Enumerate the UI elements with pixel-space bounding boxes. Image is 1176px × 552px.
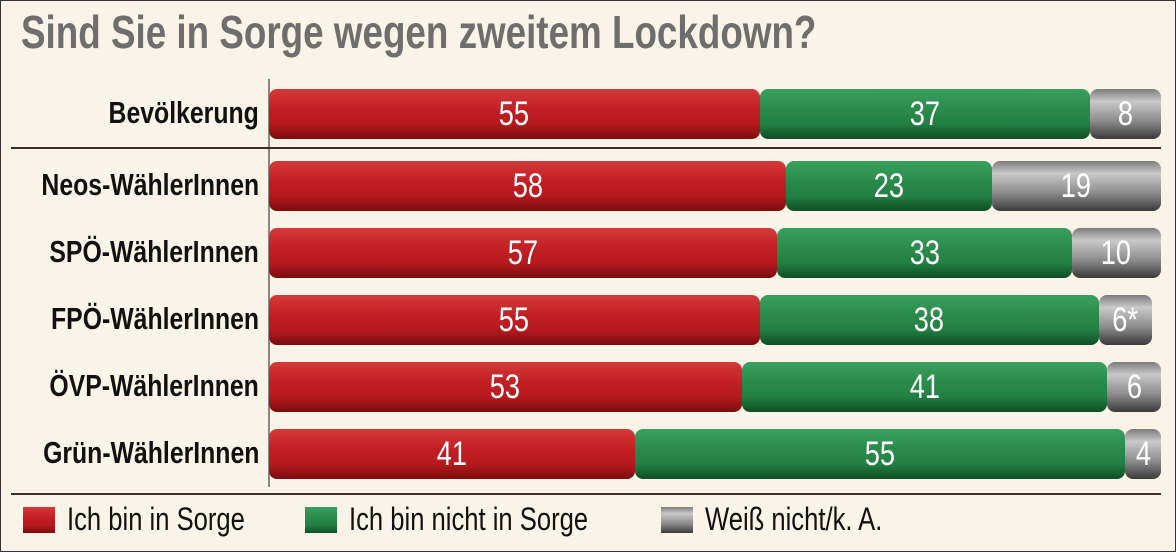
bar-segment: 37 bbox=[759, 89, 1090, 139]
bar-segment: 19 bbox=[991, 161, 1161, 211]
data-label: 8 bbox=[1117, 94, 1133, 133]
chart-title: Sind Sie in Sorge wegen zweitem Lockdown… bbox=[21, 5, 1015, 59]
data-label: 55 bbox=[499, 300, 530, 339]
bar-segment: 4 bbox=[1125, 429, 1161, 479]
divider-bottom bbox=[11, 493, 1161, 495]
data-label: 4 bbox=[1135, 434, 1151, 473]
legend-label: Ich bin nicht in Sorge bbox=[349, 501, 589, 537]
data-label: 37 bbox=[909, 94, 940, 133]
data-label: 53 bbox=[490, 367, 521, 406]
data-label: 38 bbox=[913, 300, 945, 339]
bar-segment: 33 bbox=[777, 228, 1072, 278]
title-text: Sind Sie in Sorge wegen zweitem Lockdown… bbox=[21, 6, 817, 58]
axis-line bbox=[268, 79, 270, 487]
bar-segment: 58 bbox=[269, 161, 787, 211]
category-label: Bevölkerung bbox=[108, 95, 259, 130]
data-label: 41 bbox=[909, 367, 940, 406]
bar-segment: 55 bbox=[634, 429, 1126, 479]
data-label: 58 bbox=[512, 166, 543, 205]
category-label: Neos-WählerInnen bbox=[41, 167, 259, 202]
data-label: 41 bbox=[436, 434, 467, 473]
data-label: 19 bbox=[1061, 166, 1092, 205]
legend-item: Weiß nicht/k. A. bbox=[661, 501, 927, 538]
bar-segment: 23 bbox=[786, 161, 992, 211]
legend-swatch bbox=[305, 506, 337, 533]
legend-item: Ich bin nicht in Sorge bbox=[305, 501, 648, 538]
legend-swatch bbox=[23, 506, 55, 533]
data-label: 23 bbox=[873, 166, 905, 205]
data-label: 57 bbox=[508, 233, 539, 272]
bar-segment: 55 bbox=[269, 295, 760, 345]
divider bbox=[11, 147, 1161, 149]
category-label: Grün-WählerInnen bbox=[42, 435, 259, 470]
bar-segment: 8 bbox=[1089, 89, 1161, 139]
bar-segment: 38 bbox=[759, 295, 1099, 345]
legend-label: Ich bin in Sorge bbox=[67, 501, 245, 537]
category-label: SPÖ-WählerInnen bbox=[49, 234, 259, 269]
data-label: 55 bbox=[499, 94, 530, 133]
data-label: 55 bbox=[864, 434, 896, 473]
bar-segment: 55 bbox=[269, 89, 760, 139]
bar-segment: 41 bbox=[269, 429, 635, 479]
legend-swatch bbox=[661, 506, 693, 533]
category-label: ÖVP-WählerInnen bbox=[49, 368, 259, 403]
legend-item: Ich bin in Sorge bbox=[23, 501, 289, 538]
category-label: FPÖ-WählerInnen bbox=[50, 301, 259, 336]
data-label: 10 bbox=[1101, 233, 1132, 272]
bar-segment: 41 bbox=[741, 362, 1108, 412]
data-label: 33 bbox=[909, 233, 940, 272]
bar-segment: 6 bbox=[1107, 362, 1161, 412]
legend-label: Weiß nicht/k. A. bbox=[705, 501, 883, 537]
data-label: 6* bbox=[1112, 300, 1139, 339]
bar-segment: 10 bbox=[1071, 228, 1161, 278]
bar-segment: 6* bbox=[1098, 295, 1153, 345]
bar-segment: 57 bbox=[269, 228, 778, 278]
bar-segment: 53 bbox=[269, 362, 742, 412]
data-label: 6 bbox=[1126, 367, 1142, 406]
